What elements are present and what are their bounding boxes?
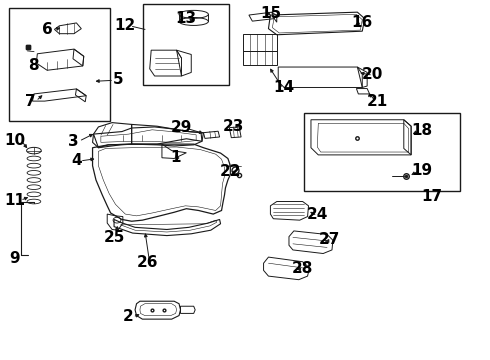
Text: 11: 11 — [4, 193, 25, 208]
Text: 6: 6 — [42, 22, 52, 37]
Text: 20: 20 — [361, 67, 383, 82]
Text: 3: 3 — [68, 134, 78, 149]
Text: 25: 25 — [104, 230, 125, 245]
Text: 13: 13 — [175, 11, 196, 26]
Bar — [9, 8, 110, 121]
Text: 26: 26 — [137, 255, 158, 270]
Text: 23: 23 — [222, 120, 244, 134]
Text: 12: 12 — [115, 18, 136, 33]
Text: 29: 29 — [171, 120, 192, 135]
Text: 17: 17 — [421, 189, 442, 204]
Text: 24: 24 — [307, 207, 328, 222]
Text: 28: 28 — [292, 261, 313, 276]
Text: 19: 19 — [411, 163, 433, 178]
Text: 8: 8 — [28, 58, 39, 73]
Text: 2: 2 — [122, 310, 133, 324]
Text: 7: 7 — [24, 94, 35, 109]
Text: 27: 27 — [318, 233, 340, 247]
Text: 10: 10 — [4, 133, 25, 148]
Text: 5: 5 — [113, 72, 123, 87]
Text: 4: 4 — [71, 153, 82, 168]
Text: 22: 22 — [220, 164, 241, 179]
Text: 16: 16 — [352, 15, 373, 30]
Text: 1: 1 — [171, 150, 181, 165]
Text: 21: 21 — [367, 94, 388, 109]
Bar — [144, 4, 229, 85]
Text: 14: 14 — [273, 80, 294, 95]
Text: 15: 15 — [260, 6, 281, 22]
Text: 18: 18 — [411, 123, 433, 138]
Bar — [304, 113, 460, 192]
Text: 9: 9 — [9, 251, 20, 266]
